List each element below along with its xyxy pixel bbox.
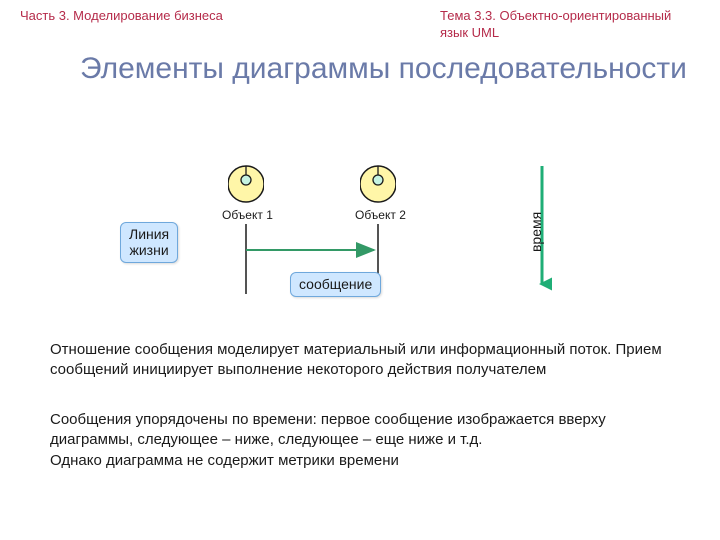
object-2-label: Объект 2 — [355, 208, 406, 222]
object-1-icon — [228, 164, 264, 204]
paragraph-2: Сообщения упорядочены по времени: первое… — [50, 410, 670, 471]
time-axis-label: время — [528, 212, 544, 252]
sequence-diagram: Объект 1 Объект 2 Линия жизни сообщение — [0, 160, 720, 330]
message-arrow — [246, 242, 386, 258]
object-1-label: Объект 1 — [222, 208, 273, 222]
page-title: Элементы диаграммы последовательности — [80, 52, 687, 87]
lifeline-callout: Линия жизни — [120, 222, 178, 263]
object-2-icon — [360, 164, 396, 204]
message-callout: сообщение — [290, 272, 381, 297]
header-part: Часть 3. Моделирование бизнеса — [20, 8, 223, 23]
lifeline-1 — [245, 224, 247, 294]
header-topic: Тема 3.3. Объектно-ориентированный язык … — [440, 8, 700, 42]
paragraph-1: Отношение сообщения моделирует материаль… — [50, 340, 670, 381]
